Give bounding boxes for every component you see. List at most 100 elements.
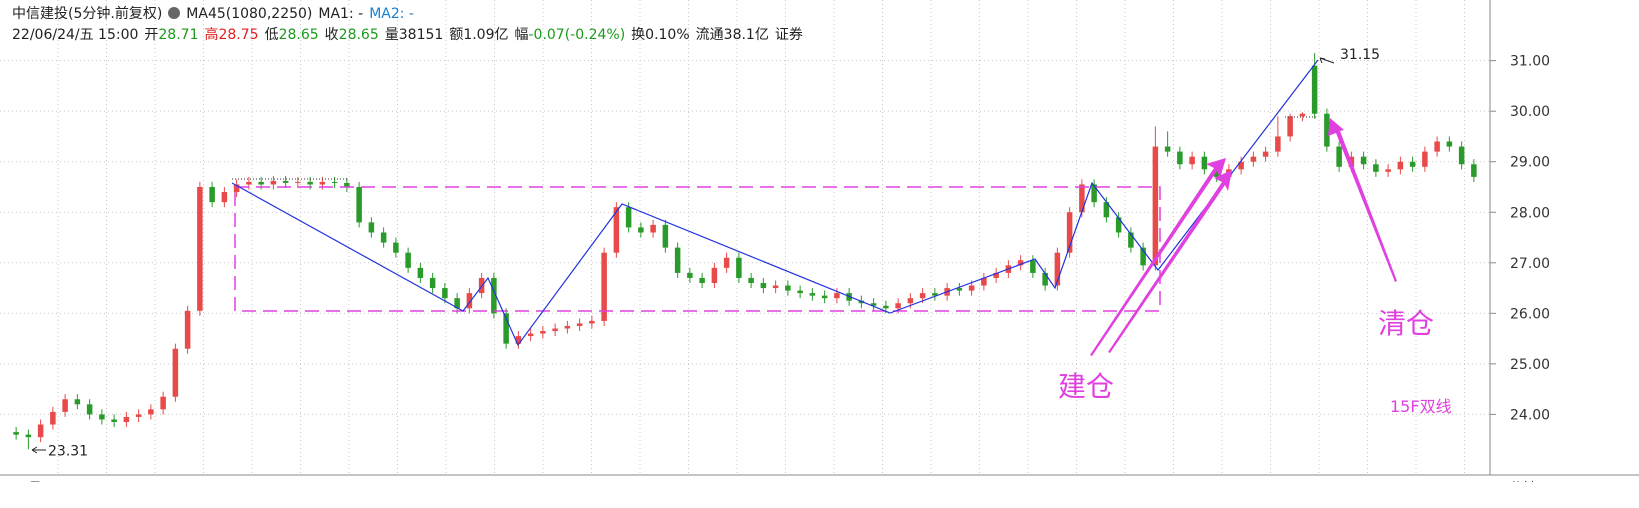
candle-body [13, 432, 19, 435]
x-tick-label: 10:35 [1362, 481, 1402, 497]
candle-body [613, 207, 620, 253]
candle-body [1091, 184, 1097, 203]
candle-body [540, 331, 546, 334]
candle-body [589, 320, 595, 324]
candle-body [405, 252, 411, 268]
x-tick-label: 10:15 [780, 481, 820, 497]
candle-body [282, 180, 289, 183]
candle-body [785, 285, 791, 291]
candle-body [344, 182, 350, 187]
candle-body [1054, 252, 1061, 286]
header-text: 量 [384, 27, 399, 43]
header-text: 28.65 [338, 27, 379, 43]
arrow [1108, 170, 1232, 353]
candle-body [160, 396, 166, 410]
annotation: 清仓 [1378, 307, 1434, 340]
x-tick-label: 10:40 [878, 481, 918, 497]
x-tick-label: 09:55 [205, 481, 245, 497]
pointer [1319, 57, 1335, 64]
candle-body [25, 434, 32, 438]
x-tick-label: 09:50 [685, 481, 725, 497]
x-tick-label: 11:05 [494, 481, 534, 497]
candle-body [1287, 116, 1293, 137]
candle-body [1336, 146, 1342, 167]
header-text: 0.10% [645, 27, 690, 43]
candle-body [527, 333, 534, 337]
candle-body [417, 267, 424, 278]
candle-body [723, 257, 730, 268]
header-text: 1.09亿 [463, 27, 509, 43]
candle-body [62, 399, 68, 412]
candle-body [1434, 141, 1440, 152]
x-tick-label: 10:40 [398, 481, 438, 497]
candle-body [454, 298, 460, 309]
y-tick-label: 28.00 [1510, 205, 1550, 221]
candle-body [1446, 141, 1453, 147]
candle-body [1079, 184, 1085, 213]
candle-body [699, 277, 705, 284]
candle-body [907, 298, 914, 304]
drawings [31, 57, 1397, 454]
header-text: 幅 [514, 27, 529, 43]
candle-body [209, 186, 215, 203]
x-tick-label: 09月13日 [10, 481, 74, 497]
candle-body [111, 419, 117, 422]
header-text: 证券 [774, 27, 803, 43]
candle-body [736, 257, 742, 278]
header-text: 28.71 [158, 27, 199, 43]
candle-body [1152, 146, 1159, 266]
candle-body [797, 290, 803, 294]
header-text: MA1: - [318, 6, 364, 22]
annotation: 建仓 [1058, 370, 1114, 403]
x-tick-label: 11:00 [592, 481, 632, 497]
header: 中信建投(5分钟.前复权) MA45(1080,2250) MA1: - MA2: -… [12, 4, 809, 46]
candle-body [1128, 232, 1134, 248]
candle-body [258, 181, 264, 185]
candle-body [993, 272, 999, 278]
y-tick-label: 30.00 [1510, 104, 1550, 120]
pointer [31, 446, 38, 454]
header-line1: 中信建投(5分钟.前复权) MA45(1080,2250) MA1: - MA2: - [12, 4, 809, 25]
header-text: 38151 [398, 27, 444, 43]
header-text: 流通 [695, 27, 724, 43]
candle-body [1042, 272, 1048, 286]
candle-body [1201, 156, 1208, 170]
candle-body [331, 181, 338, 183]
x-axis: 09月13日 11:20 09:55 10:50 10:40 11:05 11:00 09:5… [10, 480, 1537, 497]
header-text: 高 [204, 27, 219, 43]
candle-body [1360, 156, 1367, 165]
candle-body [870, 303, 877, 306]
candle-body [1250, 156, 1257, 162]
candle-body [172, 348, 179, 397]
candle-body [1030, 260, 1036, 273]
candle-body [1471, 164, 1477, 177]
header-text: 收 [324, 27, 339, 43]
candle-body [491, 277, 497, 314]
header-text: MA45(1080,2250) [186, 6, 313, 22]
candle-body [674, 247, 681, 273]
header-text: MA2: - [369, 6, 414, 22]
y-tick-label: 24.00 [1510, 407, 1550, 423]
candle-body [1213, 169, 1220, 177]
candle-body [184, 310, 191, 349]
candle-body [99, 414, 105, 420]
candle-body [135, 414, 142, 417]
header-text: 换 [631, 27, 646, 43]
candle-body [233, 184, 240, 193]
candle-body [650, 224, 656, 233]
header-text: 额 [449, 27, 464, 43]
candle-body [968, 285, 975, 291]
annotation: 23.31 [48, 443, 88, 459]
candle-body [1238, 161, 1244, 170]
candle-body [1103, 202, 1110, 218]
arrow [1328, 118, 1397, 282]
candle-body [503, 313, 509, 344]
y-tick-label: 29.00 [1510, 155, 1550, 171]
candle-body [197, 186, 203, 311]
candle-body [1311, 65, 1318, 114]
candle-body [1299, 113, 1306, 117]
x-tick-label: 14:0 [1455, 481, 1486, 497]
